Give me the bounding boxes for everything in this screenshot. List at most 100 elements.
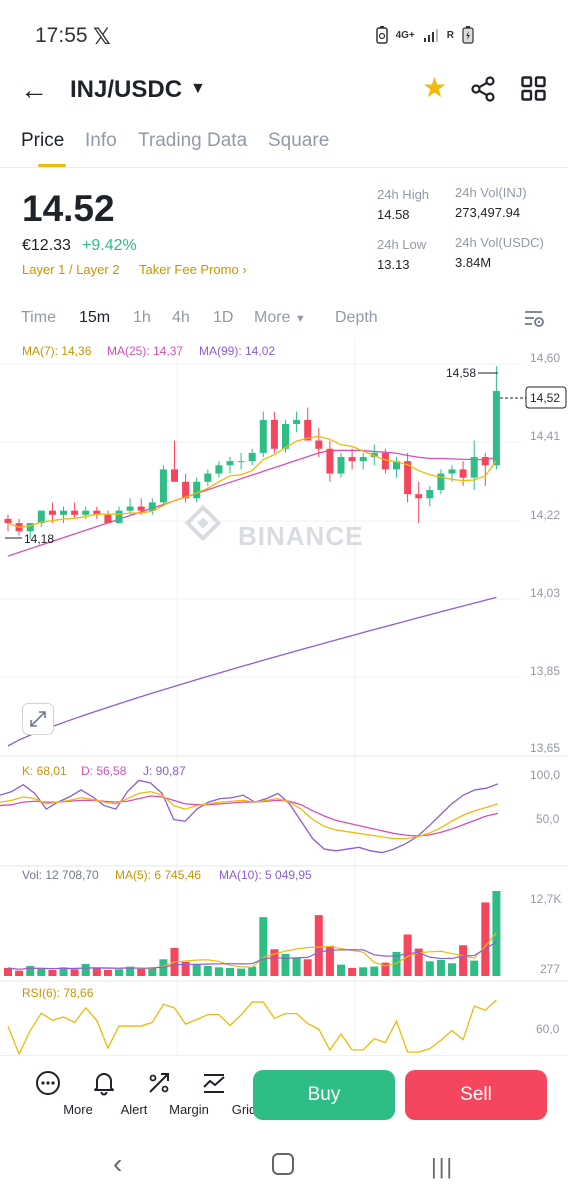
volume-bar xyxy=(436,959,445,976)
action-bar: More Alert Margin Grid Buy Sell xyxy=(0,1055,568,1140)
share-icon[interactable] xyxy=(470,76,496,102)
pair-title[interactable]: INJ/USDC xyxy=(70,76,183,103)
volume-bar xyxy=(314,915,323,976)
vol-base-label: 24h Vol(INJ) xyxy=(455,185,527,200)
high-marker: 14,58 xyxy=(446,366,476,380)
tf-4h[interactable]: 4h xyxy=(172,309,190,326)
back-arrow-icon[interactable]: ← xyxy=(20,74,48,105)
battery-saver-icon xyxy=(375,26,388,44)
expand-chart-icon[interactable] xyxy=(22,703,54,735)
kdj-k-polyline xyxy=(0,790,499,840)
category-tag[interactable]: Layer 1 / Layer 2 xyxy=(22,262,120,277)
candle-body xyxy=(415,494,423,499)
bell-icon xyxy=(94,1073,114,1096)
nav-home-icon[interactable] xyxy=(272,1153,294,1175)
rsi-axis-label: 60,0 xyxy=(536,1022,560,1036)
tf-time[interactable]: Time xyxy=(21,309,56,326)
candle-body xyxy=(4,518,12,524)
buy-button[interactable]: Buy xyxy=(253,1070,395,1120)
volume-bar xyxy=(248,966,257,976)
watermark-text: BINANCE xyxy=(238,521,363,551)
price-chart[interactable]: BINANCE MA(7): 14,36 MA(25): 14,37 MA(99… xyxy=(0,338,568,1055)
ma99-legend: MA(99): 14,02 xyxy=(199,344,275,358)
alert-button[interactable]: Alert xyxy=(74,1070,147,1117)
volume-bar xyxy=(492,891,501,976)
price-axis-label: 13,65 xyxy=(530,741,560,755)
candle-body xyxy=(282,424,289,449)
margin-button[interactable]: Margin xyxy=(129,1070,209,1117)
chart-settings-icon[interactable] xyxy=(522,307,546,331)
ma25-line xyxy=(7,449,497,557)
volume-bar xyxy=(259,917,268,976)
volume-bar xyxy=(303,959,312,976)
x-app-icon: 𝕏 xyxy=(93,24,111,49)
signal-icon xyxy=(423,29,438,42)
ma99-polyline xyxy=(7,596,497,747)
volume-bar xyxy=(270,949,279,976)
tab-info[interactable]: Info xyxy=(85,130,117,151)
tab-trading-data[interactable]: Trading Data xyxy=(138,130,248,151)
chart-watermark: BINANCE xyxy=(184,504,363,551)
volume-bar xyxy=(214,967,223,976)
candle-body xyxy=(381,452,389,470)
battery-icon xyxy=(462,26,474,44)
price-axis-label: 14,60 xyxy=(530,351,560,365)
volume-bar xyxy=(159,959,168,976)
candle-body xyxy=(259,419,267,453)
grid-button[interactable]: Grid xyxy=(184,1070,256,1117)
tf-depth[interactable]: Depth xyxy=(335,309,378,326)
candle-body xyxy=(71,510,79,515)
candle-body xyxy=(137,506,145,511)
vol-axis-label: 277 xyxy=(540,962,560,976)
volume-bar xyxy=(126,966,135,976)
volume-bar xyxy=(81,963,90,976)
caret-down-icon[interactable]: ▼ xyxy=(190,80,206,97)
ma7-line xyxy=(7,435,497,528)
candlesticks xyxy=(4,366,500,540)
volume-bar xyxy=(281,953,290,976)
tf-1d[interactable]: 1D xyxy=(213,309,234,326)
ma25-legend: MA(25): 14,37 xyxy=(107,344,183,358)
promo-link[interactable]: Taker Fee Promo › xyxy=(139,262,247,277)
candle-body xyxy=(93,510,101,515)
candle-body xyxy=(404,461,412,495)
kdj-j-polyline xyxy=(0,779,499,854)
candle-body xyxy=(459,469,467,478)
vol-ma5-legend: MA(5): 6 745,46 xyxy=(115,868,201,882)
candle-body xyxy=(82,510,90,515)
candle-body xyxy=(304,419,312,441)
candle-body xyxy=(182,481,190,499)
tf-more[interactable]: More ▼ xyxy=(254,309,306,327)
system-nav-bar: ‹ ||| xyxy=(0,1140,568,1199)
candle-body xyxy=(115,510,123,524)
volume-bar xyxy=(237,968,246,976)
sell-button[interactable]: Sell xyxy=(405,1070,547,1120)
nav-back-icon[interactable]: ‹ xyxy=(113,1148,123,1179)
favorite-star-icon[interactable]: ★ xyxy=(422,72,448,103)
price-axis-label: 13,85 xyxy=(530,664,560,678)
candle-body xyxy=(315,440,323,449)
candle-body xyxy=(193,481,201,499)
candle-body xyxy=(215,465,223,474)
tf-1h[interactable]: 1h xyxy=(133,309,151,326)
volume-bar xyxy=(137,968,146,976)
tab-price[interactable]: Price xyxy=(21,130,65,151)
vol-base-value: 273,497.94 xyxy=(455,205,521,220)
kdj-axis-label: 50,0 xyxy=(536,812,560,826)
grid-menu-icon[interactable] xyxy=(521,76,546,101)
vol-ma10-legend: MA(10): 5 049,95 xyxy=(219,868,312,882)
price-axis-label: 14,41 xyxy=(530,429,560,443)
volume-bar xyxy=(425,961,434,976)
kdj-axis-label: 100,0 xyxy=(530,768,560,782)
volume-bar xyxy=(59,967,68,976)
more-button[interactable]: More xyxy=(18,1070,93,1117)
candle-body xyxy=(104,514,112,524)
tab-square[interactable]: Square xyxy=(268,130,330,151)
candle-body xyxy=(470,457,478,478)
candle-body xyxy=(26,523,34,532)
ma99-line xyxy=(7,596,497,747)
tf-15m[interactable]: 15m xyxy=(79,309,111,326)
tf-more-label: More xyxy=(254,309,291,326)
nav-recents-icon[interactable]: ||| xyxy=(431,1154,455,1179)
volume-bar xyxy=(26,965,35,976)
